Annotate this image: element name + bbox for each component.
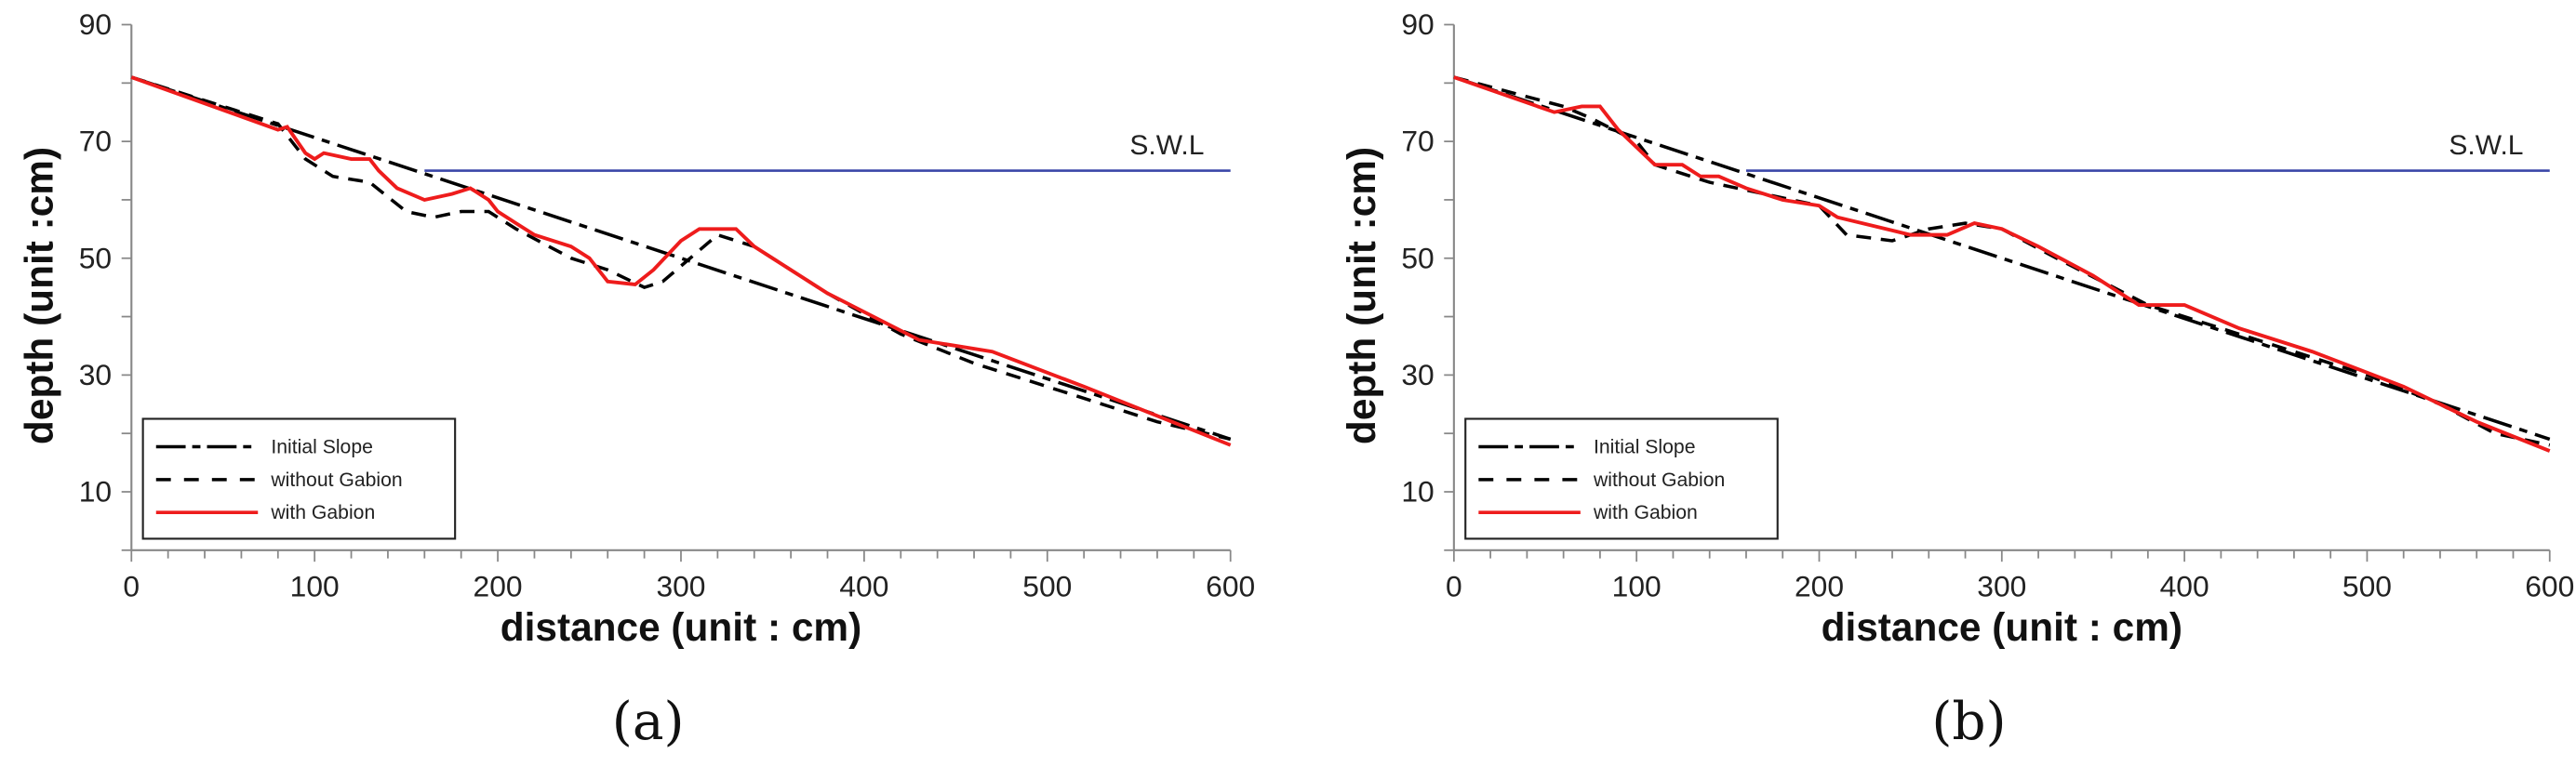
x-tick-label: 400 (2160, 569, 2209, 602)
y-tick-label: 30 (79, 358, 112, 391)
x-tick-label: 300 (656, 569, 705, 602)
x-tick-label: 600 (2525, 569, 2574, 602)
x-tick-label: 0 (123, 569, 140, 602)
y-tick-label: 10 (79, 475, 112, 509)
y-tick-label: 30 (1401, 358, 1434, 391)
x-tick-label: 500 (2342, 569, 2392, 602)
series-line-initial-slope (1453, 75, 2551, 442)
swl-label: S.W.L (2449, 130, 2523, 161)
legend-label: without Gabion (270, 469, 402, 491)
chart-panel-a: 10 30 50 70 90 0 100 200 300 400 500 600 distance (u… (18, 7, 1256, 752)
legend-label: Initial Slope (1594, 437, 1696, 458)
series-line-without-gabion (130, 75, 1232, 442)
x-tick-label: 600 (1206, 569, 1255, 602)
y-tick-label: 50 (79, 241, 112, 274)
legend: Initial Slope without Gabion with Gabion (141, 417, 457, 540)
x-tick-label: 100 (1612, 569, 1662, 602)
x-tick-label: 300 (1977, 569, 2026, 602)
series-line-with-gabion (130, 75, 1232, 447)
y-tick-label: 70 (1401, 125, 1434, 158)
panel-caption: (a) (612, 692, 685, 752)
x-tick-label: 200 (1795, 569, 1844, 602)
y-axis-label: depth (unit :cm) (1340, 147, 1383, 444)
legend-label: Initial Slope (271, 437, 373, 458)
panel-caption: (b) (1931, 692, 2006, 752)
y-tick-label: 90 (79, 7, 112, 41)
x-axis-label: distance (unit : cm) (1822, 605, 2182, 649)
x-tick-label: 400 (839, 569, 888, 602)
x-tick-label: 0 (1446, 569, 1462, 602)
x-tick-label: 100 (290, 569, 340, 602)
swl-label: S.W.L (1129, 130, 1204, 161)
y-tick-label: 50 (1401, 241, 1434, 274)
x-tick-label: 500 (1022, 569, 1072, 602)
y-tick-label: 70 (79, 125, 112, 158)
y-axis-label: depth (unit :cm) (18, 147, 61, 444)
x-tick-label: 200 (474, 569, 523, 602)
legend-label: with Gabion (270, 502, 375, 523)
x-axis-label: distance (unit : cm) (501, 605, 861, 649)
series-line-initial-slope (130, 75, 1232, 442)
y-tick-label: 10 (1401, 475, 1434, 509)
chart-panel-b: 10 30 50 70 90 0 100 200 300 400 500 600 distance (u… (1340, 7, 2574, 752)
series-line-without-gabion (1453, 75, 2551, 447)
legend-label: with Gabion (1593, 502, 1698, 523)
y-tick-label: 90 (1401, 7, 1434, 41)
legend: Initial Slope without Gabion with Gabion (1464, 417, 1779, 540)
legend-label: without Gabion (1593, 469, 1725, 491)
series-line-with-gabion (1453, 75, 2551, 453)
